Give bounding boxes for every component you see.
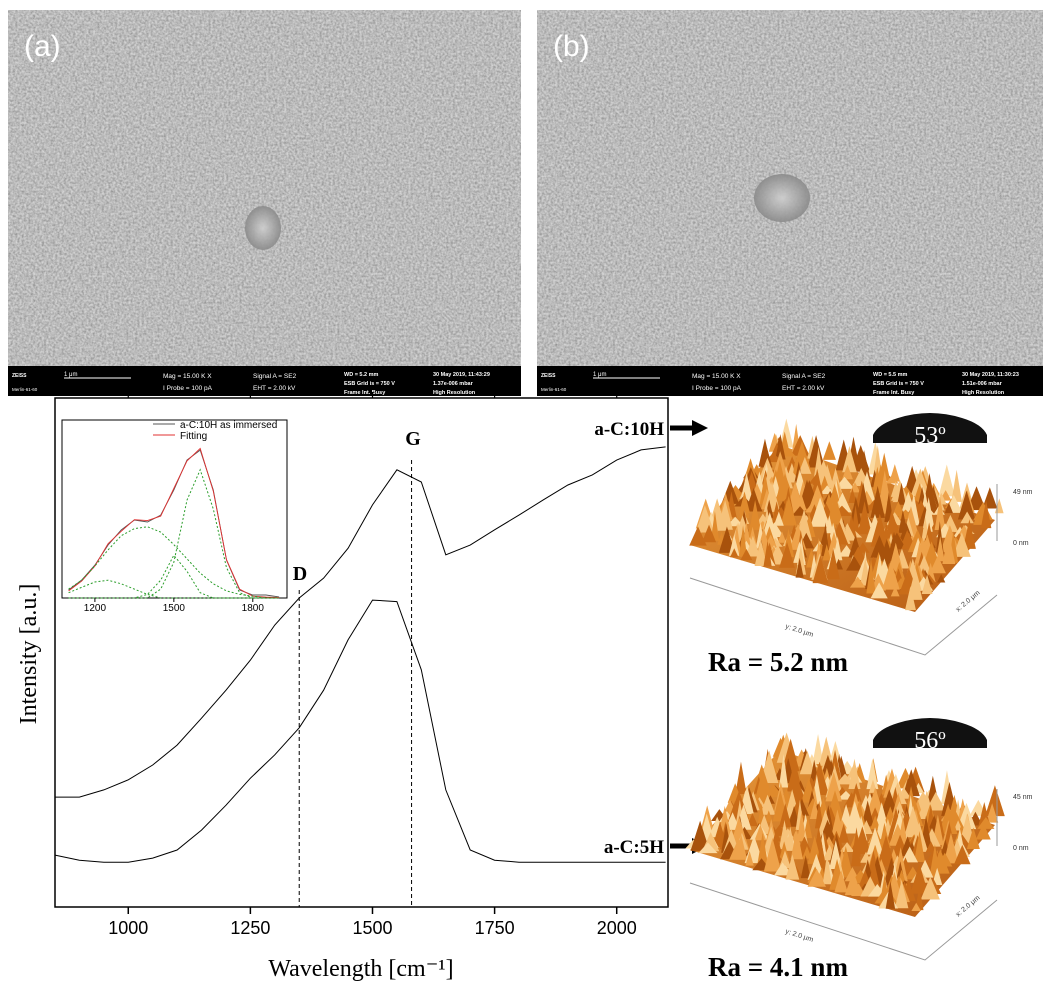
info-signal: Signal A = SE2 bbox=[253, 373, 297, 380]
contact-angle: 53º bbox=[914, 423, 946, 449]
afm-y-axis: y: 2.0 μm bbox=[784, 928, 814, 944]
info-eht: EHT = 2.00 kV bbox=[253, 385, 296, 392]
sem-image bbox=[8, 10, 521, 366]
info-eht: EHT = 2.00 kV bbox=[782, 385, 825, 392]
x-tick-label: 2000 bbox=[597, 918, 637, 938]
inset-x-tick-label: 1800 bbox=[242, 603, 265, 614]
info-date: 30 May 2019, 11:43:29 bbox=[433, 372, 490, 378]
info-wd: WD = 5.5 mm bbox=[873, 372, 907, 378]
roughness: Ra = 5.2 nm bbox=[708, 647, 848, 677]
info-date: 30 May 2019, 11:30:23 bbox=[962, 372, 1019, 378]
info-probe: I Probe = 100 pA bbox=[163, 385, 213, 392]
inset-frame bbox=[62, 420, 287, 598]
spectrum-line bbox=[55, 600, 666, 862]
info-grid: ESB Grid is = 750 V bbox=[344, 381, 395, 387]
info-grid: ESB Grid is = 750 V bbox=[873, 381, 924, 387]
info-frame: Frame Int. Busy bbox=[873, 390, 915, 396]
x-tick-label: 1500 bbox=[352, 918, 392, 938]
info-signal: Signal A = SE2 bbox=[782, 373, 826, 380]
roughness: Ra = 4.1 nm bbox=[708, 952, 848, 982]
panel-label: (b) bbox=[553, 30, 590, 63]
x-axis-title: Wavelength [cm⁻¹] bbox=[268, 956, 453, 982]
inset-x-tick-label: 1200 bbox=[84, 603, 107, 614]
y-axis-title: Intensity [a.u.] bbox=[16, 584, 42, 725]
info-scale: 1 μm bbox=[593, 372, 606, 378]
info-mag: Mag = 15.00 K X bbox=[692, 373, 741, 380]
info-site: Merlin-61-60 bbox=[12, 387, 38, 392]
afm-z-max: 49 nm bbox=[1013, 489, 1033, 496]
sem-particle bbox=[754, 174, 810, 222]
x-tick-label: 1750 bbox=[475, 918, 515, 938]
info-brand: ZEISS bbox=[541, 373, 556, 379]
reference-label: G bbox=[405, 428, 421, 450]
x-tick-label: 1250 bbox=[230, 918, 270, 938]
figure: (a) ZEISS Merlin-61-60 1 μm Mag = 15.00 K X I… bbox=[0, 0, 1043, 984]
info-brand: ZEISS bbox=[12, 373, 27, 379]
contact-angle: 56º bbox=[914, 728, 946, 754]
info-site: Merlin-61-60 bbox=[541, 387, 567, 392]
afm-x-axis: x: 2.0 μm bbox=[955, 894, 982, 918]
info-scale: 1 μm bbox=[64, 372, 77, 378]
x-tick-label: 1000 bbox=[108, 918, 148, 938]
afm-z-min: 0 nm bbox=[1013, 540, 1029, 547]
info-pressure: 1.51e-006 mbar bbox=[962, 381, 1003, 387]
afm-x-axis: x: 2.0 μm bbox=[955, 589, 982, 613]
info-mode: High Resolution bbox=[962, 390, 1005, 396]
reference-label: D bbox=[293, 563, 307, 585]
inset-x-tick-label: 1500 bbox=[163, 603, 186, 614]
afm-z-max: 45 nm bbox=[1013, 794, 1033, 801]
info-pressure: 1.37e-006 mbar bbox=[433, 381, 474, 387]
afm-y-axis: y: 2.0 μm bbox=[784, 623, 814, 639]
info-frame: Frame Int. Busy bbox=[344, 390, 386, 396]
legend-label: a-C:10H as immersed bbox=[180, 420, 277, 431]
info-mag: Mag = 15.00 K X bbox=[163, 373, 212, 380]
info-probe: I Probe = 100 pA bbox=[692, 385, 742, 392]
afm-z-min: 0 nm bbox=[1013, 845, 1029, 852]
info-wd: WD = 5.2 mm bbox=[344, 372, 378, 378]
arrow bbox=[670, 420, 708, 436]
sem-particle bbox=[245, 206, 281, 250]
page: (a) ZEISS Merlin-61-60 1 μm Mag = 15.00 K X I… bbox=[0, 0, 1043, 984]
legend-label: Fitting bbox=[180, 431, 207, 442]
info-mode: High Resolution bbox=[433, 390, 476, 396]
afm-texture bbox=[823, 441, 836, 460]
panel-label: (a) bbox=[24, 30, 61, 63]
afm-texture bbox=[939, 464, 955, 496]
series-label: a-C:5H bbox=[604, 837, 664, 858]
afm-texture bbox=[985, 785, 1005, 816]
series-label: a-C:10H bbox=[594, 419, 664, 440]
